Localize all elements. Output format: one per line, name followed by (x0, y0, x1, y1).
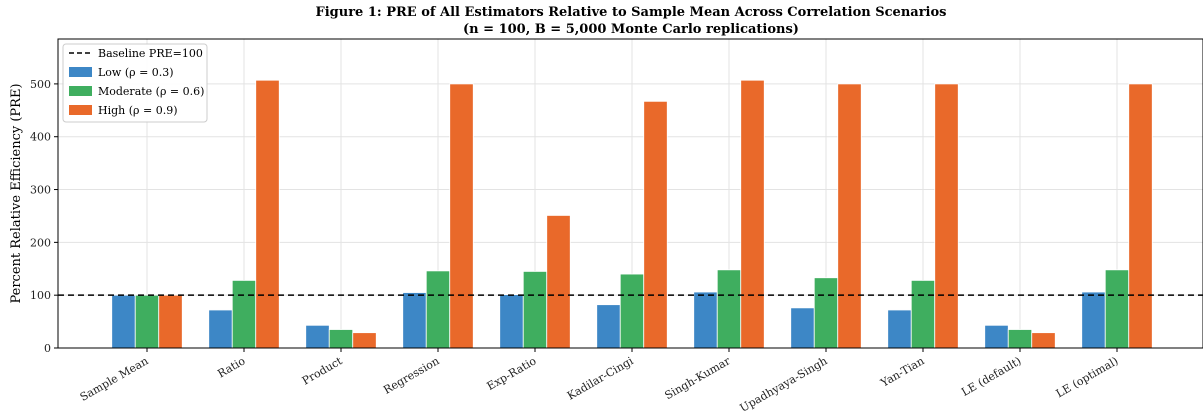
legend-label: Low (ρ = 0.3) (98, 66, 174, 79)
legend-box (62, 43, 208, 123)
x-tick-label: Product (300, 354, 345, 388)
bar (887, 309, 912, 349)
y-tick-label: 300 (30, 184, 51, 197)
legend-label: High (ρ = 0.9) (98, 104, 178, 117)
bar (934, 83, 959, 349)
y-tick-label: 200 (30, 236, 51, 249)
bar (790, 307, 815, 349)
bar (837, 83, 862, 349)
bar (619, 273, 645, 349)
legend-swatch (69, 86, 92, 96)
bar (305, 324, 330, 349)
y-tick-label: 500 (30, 78, 51, 91)
bar (1104, 269, 1130, 349)
bar (546, 215, 571, 349)
bar (158, 294, 183, 349)
bar (402, 292, 427, 349)
bar (643, 100, 668, 349)
bar (449, 83, 474, 349)
bar (1031, 332, 1056, 349)
x-tick-label: Exp-Ratio (485, 354, 539, 393)
plot-frame (57, 38, 1203, 349)
legend-swatch (69, 67, 92, 77)
legend-swatch (69, 105, 92, 115)
x-tick-label: Upadhyaya-Singh (738, 354, 830, 412)
bar (1128, 83, 1153, 349)
x-tick-label: LE (default) (959, 354, 1023, 399)
bar (134, 294, 160, 349)
y-tick-label: 0 (44, 342, 51, 355)
x-tick-label: Sample Mean (78, 354, 151, 404)
x-tick-label: Regression (381, 354, 441, 396)
y-axis: 0 100 200 300 400 500 (30, 78, 58, 355)
bar (425, 270, 451, 349)
bar (596, 304, 621, 349)
x-tick-label: Singh-Kumar (663, 354, 734, 402)
bar (716, 269, 742, 349)
x-axis: Sample Mean Ratio Product Regression Exp-Rat… (78, 348, 1121, 412)
x-tick-label: Ratio (215, 354, 248, 380)
chart-title: Figure 1: PRE of All Estimators Relative… (316, 5, 947, 20)
x-tick-label: LE (optimal) (1054, 354, 1121, 400)
bar (328, 329, 354, 349)
bar (1081, 291, 1106, 349)
bar (111, 294, 136, 349)
x-tick-label: Yan-Tian (878, 354, 927, 390)
bar (499, 294, 524, 349)
x-tick-label: Kadilar-Cingi (565, 354, 636, 402)
legend-label: Moderate (ρ = 0.6) (98, 85, 204, 98)
bar (352, 332, 377, 349)
bar (813, 277, 839, 349)
y-tick-label: 100 (30, 289, 51, 302)
bar (910, 279, 936, 349)
legend: Baseline PRE=100 Low (ρ = 0.3) Moderate (ρ… (62, 43, 208, 123)
bar (693, 291, 718, 349)
bar (208, 309, 233, 349)
bar (255, 79, 280, 349)
y-axis-label: Percent Relative Efficiency (PRE) (9, 83, 24, 303)
y-tick-label: 400 (30, 131, 51, 144)
bar (740, 79, 765, 349)
bar (1007, 329, 1033, 349)
chart-subtitle: (n = 100, B = 5,000 Monte Carlo replicat… (463, 22, 799, 37)
bar (984, 324, 1009, 349)
bar (231, 279, 257, 349)
legend-label-baseline: Baseline PRE=100 (98, 47, 203, 60)
bar (522, 271, 548, 349)
